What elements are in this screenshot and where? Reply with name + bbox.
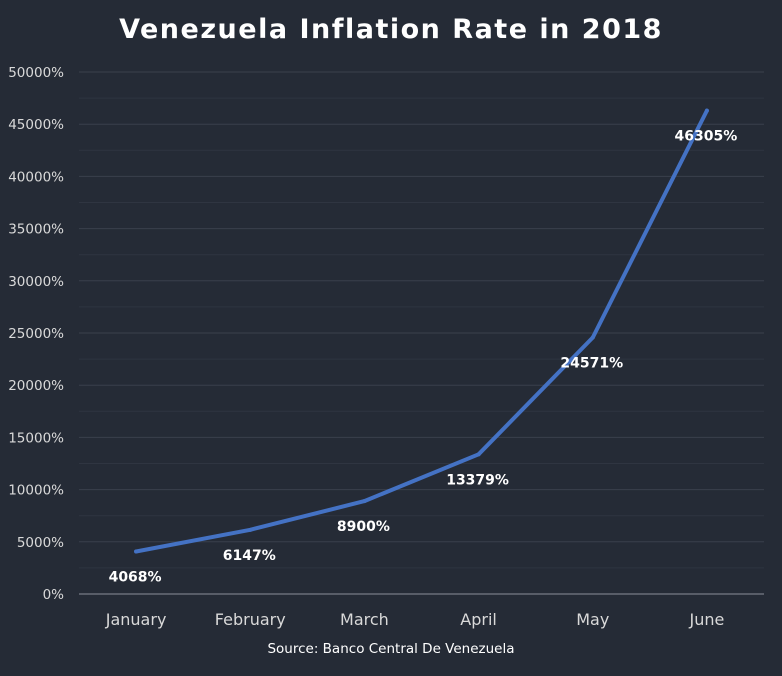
data-point [704, 108, 709, 113]
x-tick-label: March [340, 610, 389, 629]
x-tick-label: May [576, 610, 609, 629]
y-tick-label: 40000% [8, 169, 64, 185]
series-line [134, 108, 709, 554]
x-tick-label: June [688, 610, 724, 629]
data-label: 13379% [446, 472, 509, 488]
data-label: 8900% [337, 519, 390, 535]
data-point [134, 549, 139, 554]
data-label: 4068% [109, 570, 162, 586]
y-tick-label: 20000% [8, 378, 64, 394]
chart-source: Source: Banco Central De Venezuela [267, 641, 515, 657]
y-tick-label: 25000% [8, 326, 64, 342]
data-point [248, 527, 253, 532]
data-label: 6147% [223, 548, 276, 564]
data-point [362, 499, 367, 504]
data-point [590, 335, 595, 340]
y-tick-label: 30000% [8, 274, 64, 290]
y-tick-label: 5000% [17, 535, 64, 551]
y-tick-label: 10000% [8, 483, 64, 499]
x-tick-label: April [460, 610, 497, 629]
y-tick-label: 15000% [8, 430, 64, 446]
y-tick-label: 45000% [8, 117, 64, 133]
y-tick-label: 35000% [8, 222, 64, 238]
y-tick-label: 0% [43, 587, 65, 603]
data-label: 46305% [675, 129, 738, 145]
data-point [476, 452, 481, 457]
data-label: 24571% [560, 355, 623, 371]
x-tick-label: January [105, 610, 167, 629]
x-tick-label: February [215, 610, 286, 629]
chart-title: Venezuela Inflation Rate in 2018 [119, 14, 663, 45]
y-tick-label: 50000% [8, 65, 64, 81]
